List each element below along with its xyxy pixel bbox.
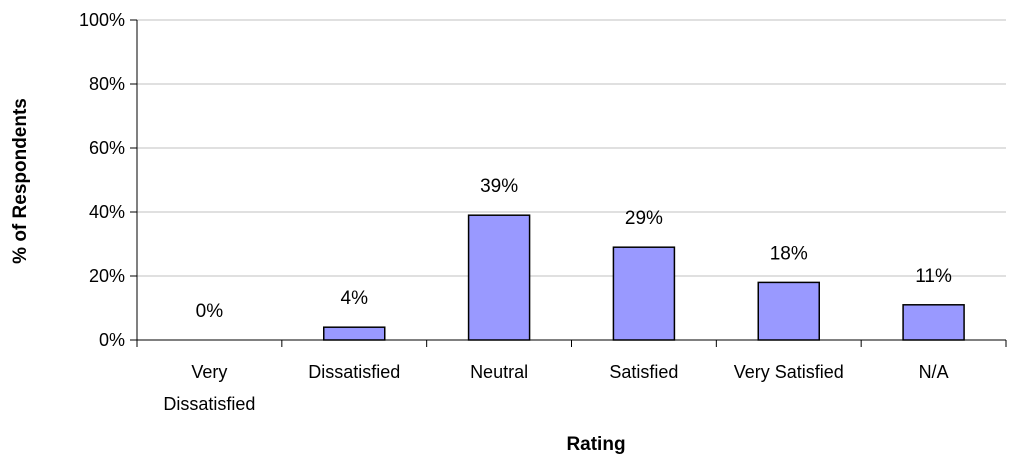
data-label: 11% (915, 266, 952, 287)
gridlines (137, 19, 1006, 277)
bar (612, 246, 676, 341)
x-tick-label: Neutral (470, 362, 528, 382)
data-label: 18% (770, 243, 808, 264)
bar (757, 281, 820, 341)
x-tick-label: Very (191, 362, 227, 382)
data-label: 0% (196, 301, 224, 322)
x-tick-label-line2: Dissatisfied (163, 394, 255, 414)
x-tick-label: N/A (919, 362, 949, 382)
y-tick-label: 40% (89, 202, 125, 222)
data-label: 29% (625, 208, 663, 229)
y-tick-label: 80% (89, 74, 125, 94)
data-label: 39% (480, 176, 518, 197)
axes (130, 19, 1007, 347)
bar (323, 326, 386, 341)
x-tick-label: Satisfied (609, 362, 678, 382)
x-axis-title: Rating (566, 434, 625, 455)
x-tick-labels: Very Dissatisfied Dissatisfied Neutral Satis… (163, 362, 948, 414)
bars (323, 214, 965, 341)
y-tick-labels: 0% 20% 40% 60% 80% 100% (79, 10, 125, 350)
bar (902, 304, 965, 341)
data-labels: 0% 4% 39% 29% 18% 11% (196, 176, 952, 322)
y-axis-title: % of Respondents (10, 98, 31, 264)
y-tick-label: 100% (79, 10, 125, 30)
y-tick-label: 0% (99, 330, 125, 350)
bar (467, 214, 531, 341)
x-tick-label: Very Satisfied (734, 362, 844, 382)
data-label: 4% (341, 288, 369, 309)
x-tick-label: Dissatisfied (308, 362, 400, 382)
y-tick-label: 20% (89, 266, 125, 286)
y-tick-label: 60% (89, 138, 125, 158)
